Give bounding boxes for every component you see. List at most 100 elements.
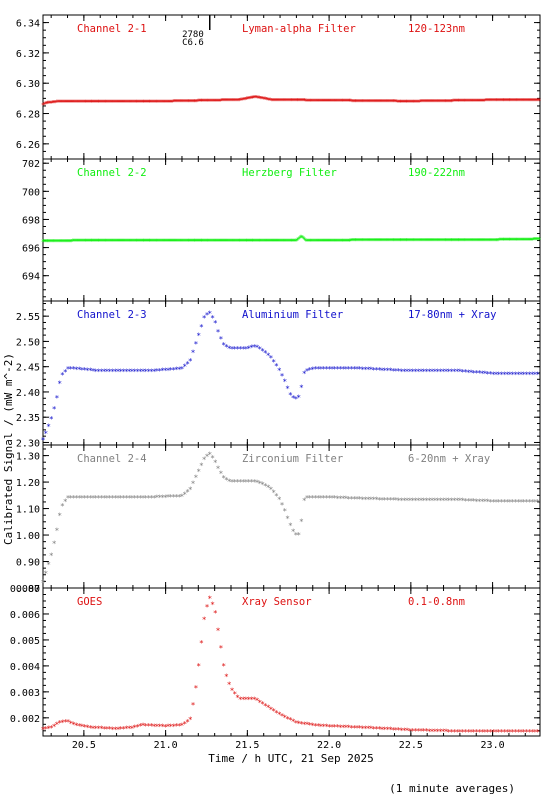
data-point-ch22: *	[449, 237, 453, 245]
data-point-ch21: *	[136, 98, 140, 106]
data-point-ch22: *	[156, 238, 160, 246]
data-point-ch21: *	[491, 97, 495, 105]
data-point-ch21: *	[225, 97, 229, 105]
data-point-ch21: *	[314, 97, 318, 105]
data-point-ch21: *	[48, 99, 52, 107]
data-point-ch21: *	[525, 97, 529, 105]
data-point-ch22: *	[344, 237, 348, 245]
data-point-goes: *	[316, 722, 321, 731]
data-point-goes: *	[369, 725, 374, 734]
data-point-ch21: *	[383, 98, 387, 106]
data-point-goes: *	[63, 718, 68, 727]
data-point-ch23: *	[249, 344, 254, 353]
data-point-ch22: *	[61, 238, 65, 246]
data-point-ch21: *	[523, 97, 527, 105]
data-point-ch24: *	[166, 493, 171, 502]
data-point-ch24: *	[380, 496, 385, 505]
panel-label-filter-goes: Xray Sensor	[242, 596, 312, 608]
data-point-goes: *	[505, 728, 510, 737]
data-point-ch24: *	[227, 477, 232, 486]
data-point-ch22: *	[263, 238, 267, 246]
data-point-ch22: *	[86, 238, 90, 246]
data-point-ch21: *	[175, 98, 179, 106]
data-point-ch21: *	[107, 98, 111, 106]
data-point-ch21: *	[190, 98, 194, 106]
data-point-ch21: *	[309, 97, 313, 105]
data-point-ch21: *	[116, 98, 120, 106]
data-point-ch21: *	[98, 98, 102, 106]
data-point-ch21: *	[519, 97, 523, 105]
data-point-ch21: *	[403, 98, 407, 106]
data-point-goes: *	[285, 715, 290, 724]
data-point-goes: *	[466, 728, 471, 737]
data-point-ch21: *	[513, 97, 517, 105]
data-point-ch23: *	[171, 366, 176, 375]
data-point-ch21: *	[511, 97, 515, 105]
data-point-ch21: *	[396, 98, 400, 106]
data-point-ch22: *	[118, 238, 122, 246]
data-point-ch22: *	[468, 237, 472, 245]
data-point-ch24: *	[124, 494, 129, 503]
data-point-ch21: *	[535, 97, 539, 105]
data-point-ch23: *	[407, 368, 412, 377]
data-point-ch22: *	[484, 237, 488, 245]
data-point-goes: *	[310, 722, 315, 731]
data-point-ch22: *	[102, 238, 106, 246]
data-point-goes: *	[118, 725, 123, 734]
data-point-ch22: *	[117, 238, 121, 246]
flare-marker-label-top: 2780	[182, 30, 204, 40]
data-point-ch21: *	[254, 94, 258, 102]
data-point-ch21: *	[288, 97, 292, 105]
data-point-ch21: *	[370, 98, 374, 106]
data-point-ch22: *	[236, 238, 240, 246]
data-point-ch21: *	[93, 98, 97, 106]
data-point-ch22: *	[82, 238, 86, 246]
data-point-ch22: *	[472, 237, 476, 245]
data-point-ch24: *	[224, 476, 229, 485]
data-point-ch22: *	[536, 236, 540, 244]
data-point-ch22: *	[474, 237, 478, 245]
data-point-ch21: *	[95, 98, 99, 106]
data-point-ch22: *	[210, 238, 214, 246]
data-point-ch24: *	[110, 494, 115, 503]
data-point-ch22: *	[242, 238, 246, 246]
data-point-ch22: *	[368, 237, 372, 245]
data-point-ch21: *	[366, 98, 370, 106]
data-point-ch21: *	[372, 98, 376, 106]
data-point-ch23: *	[502, 370, 507, 379]
data-point-ch22: *	[188, 238, 192, 246]
data-point-ch22: *	[349, 237, 353, 245]
data-point-ch23: *	[180, 365, 185, 374]
data-point-ch22: *	[260, 238, 264, 246]
data-point-goes: *	[138, 722, 143, 731]
data-point-ch24: *	[524, 498, 529, 507]
data-point-ch22: *	[135, 238, 139, 246]
data-point-ch21: *	[124, 98, 128, 106]
data-point-ch22: *	[160, 238, 164, 246]
data-point-ch22: *	[454, 237, 458, 245]
data-point-ch21: *	[365, 98, 369, 106]
data-point-ch21: *	[471, 97, 475, 105]
data-point-ch22: *	[483, 237, 487, 245]
data-point-ch21: *	[353, 98, 357, 106]
data-point-ch22: *	[380, 237, 384, 245]
data-point-ch21: *	[462, 98, 466, 106]
data-point-ch22: *	[318, 237, 322, 245]
data-point-ch22: *	[234, 238, 238, 246]
data-point-ch21: *	[244, 96, 248, 104]
data-point-ch24: *	[235, 478, 240, 487]
data-point-goes: *	[321, 722, 326, 731]
y-tick-label-ch24-2: 1.00	[16, 531, 40, 542]
data-point-ch24: *	[280, 501, 285, 510]
data-point-ch21: *	[494, 97, 498, 105]
data-point-ch23: *	[85, 366, 90, 375]
data-point-ch22: *	[529, 236, 533, 244]
data-point-ch21: *	[76, 98, 80, 106]
data-point-ch22: *	[55, 238, 59, 246]
data-point-ch21: *	[250, 95, 254, 103]
data-point-ch22: *	[421, 237, 425, 245]
data-point-ch23: *	[357, 365, 362, 374]
data-point-ch21: *	[219, 97, 223, 105]
data-point-ch22: *	[441, 237, 445, 245]
data-point-goes: *	[349, 724, 354, 733]
